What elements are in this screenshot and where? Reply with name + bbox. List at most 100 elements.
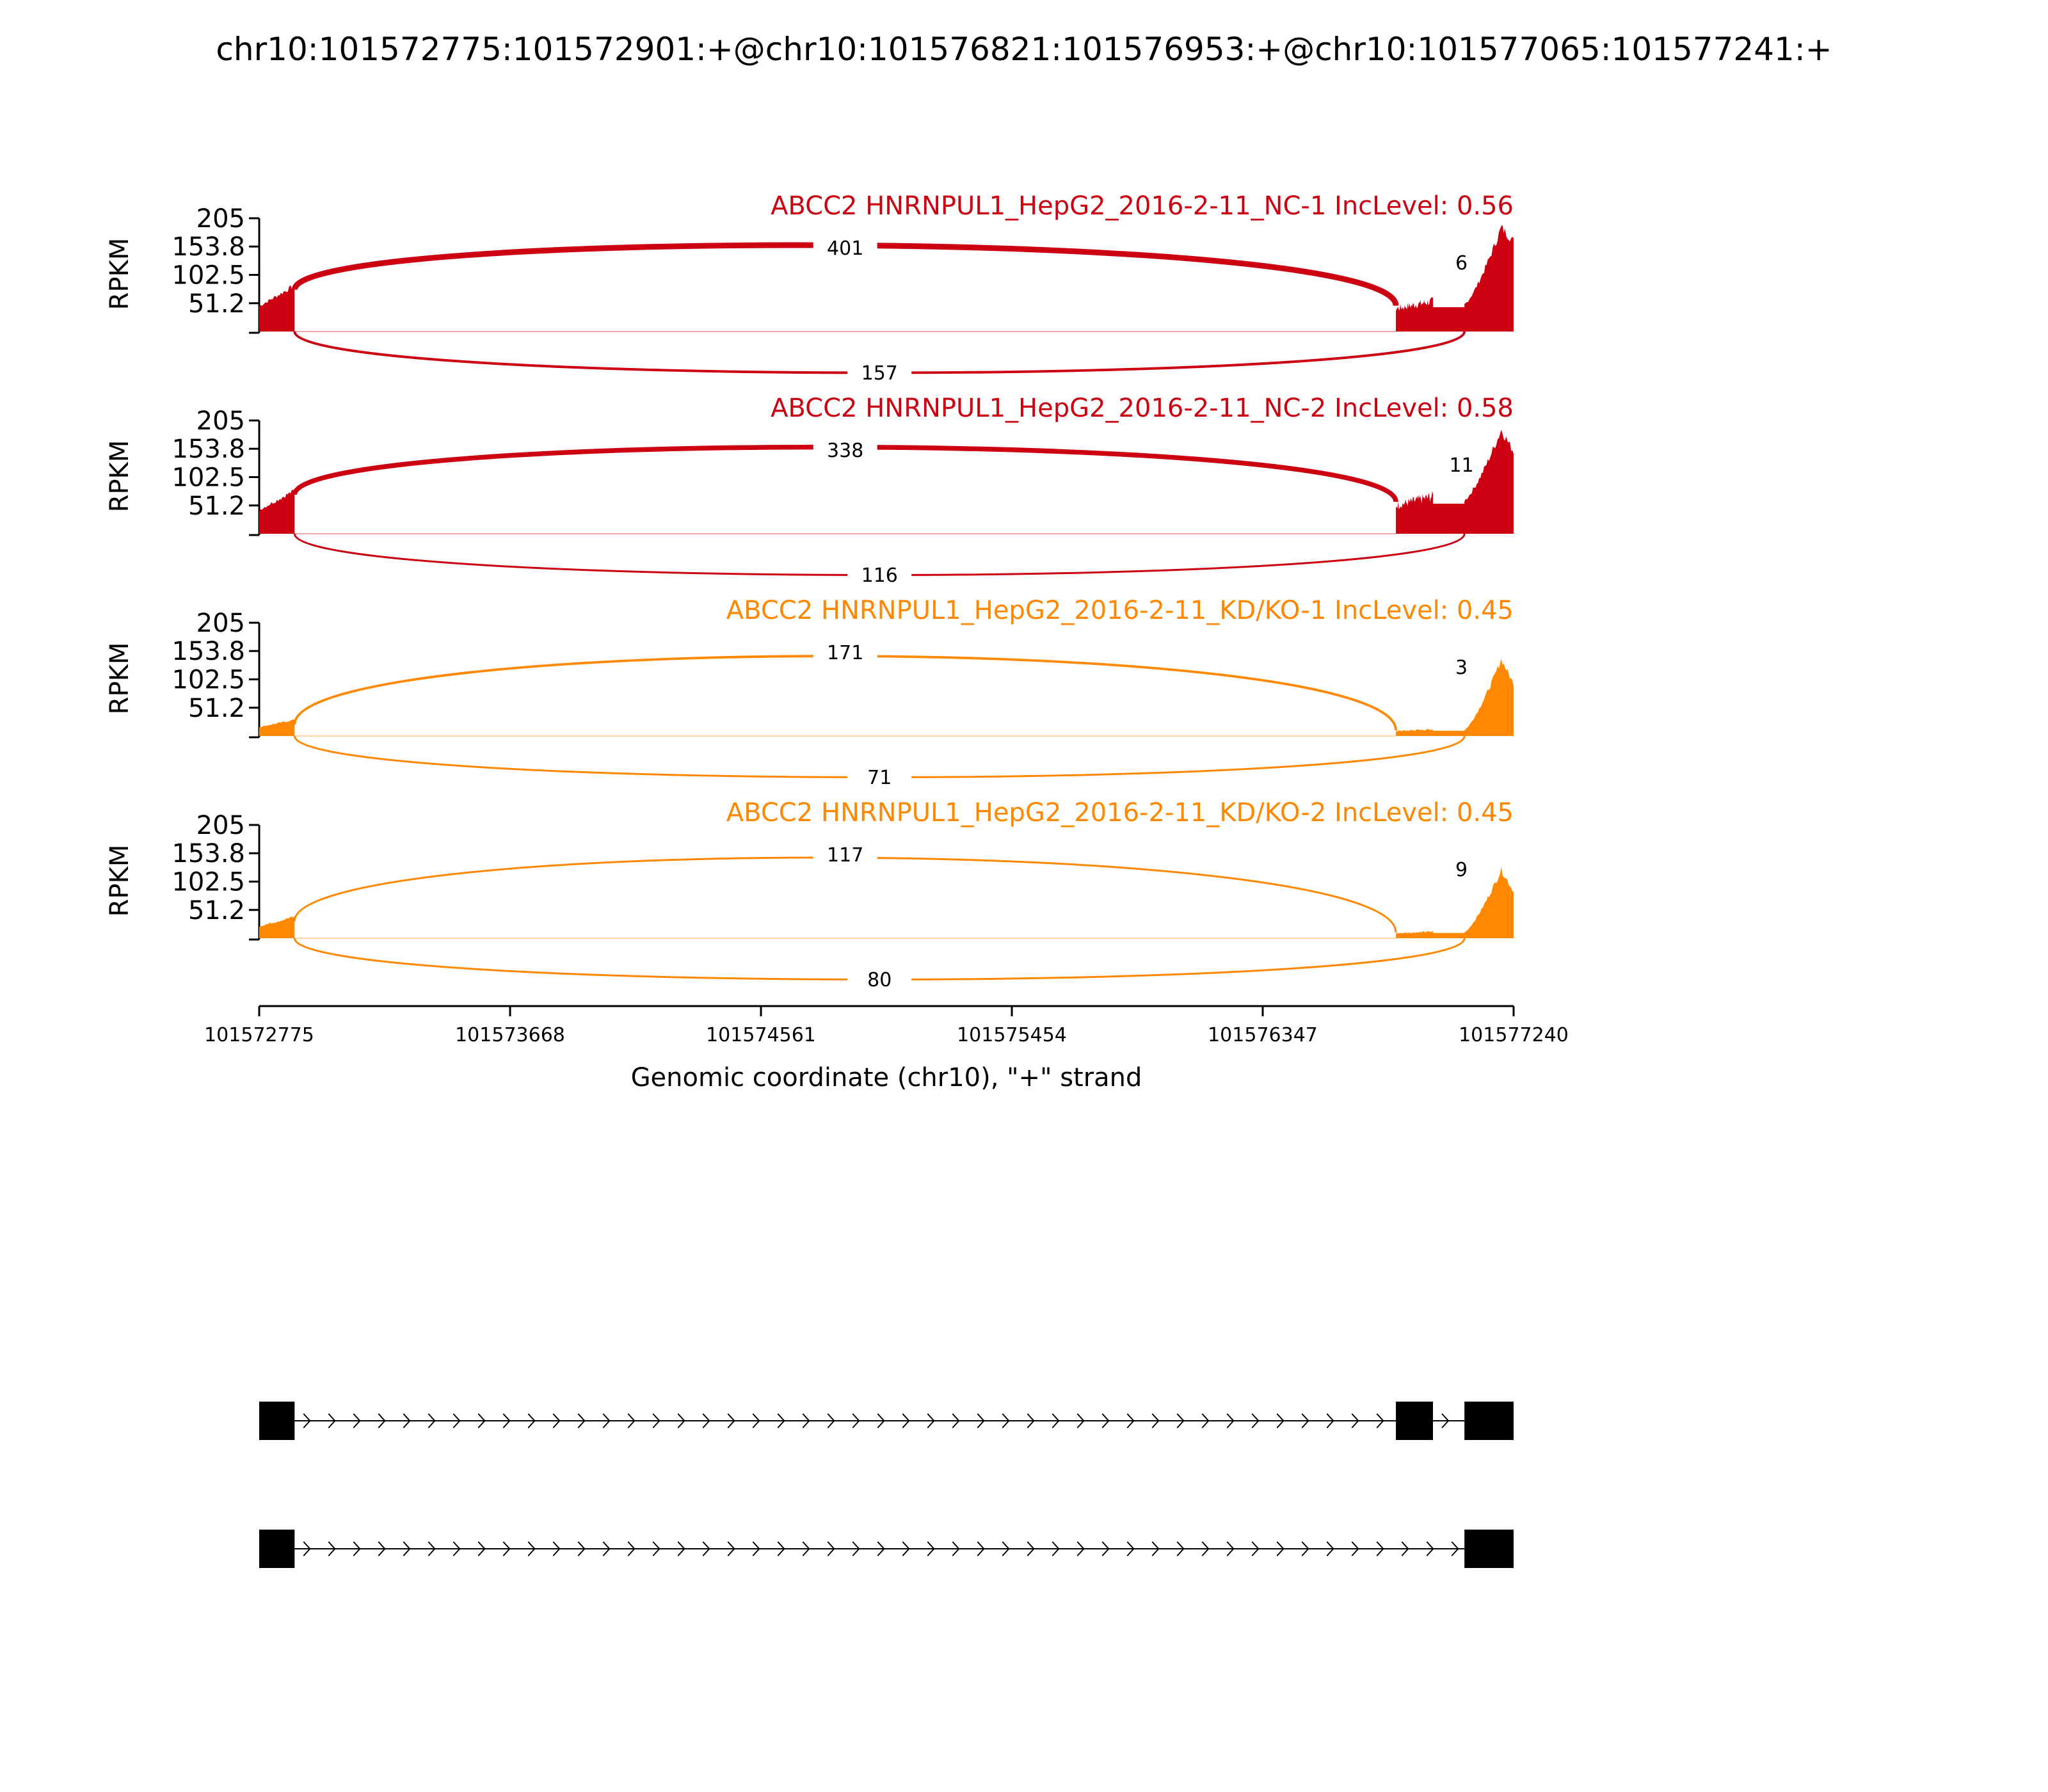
strand-arrow	[552, 1541, 561, 1556]
y-axis-label: RPKM	[105, 845, 134, 917]
intron-coverage	[294, 938, 1396, 939]
isoform-tracks	[259, 1402, 1514, 1568]
strand-arrow	[1126, 1413, 1135, 1428]
strand-arrow	[852, 1413, 860, 1428]
downstream-junction-count: 11	[1450, 454, 1474, 477]
junction-label-background	[847, 564, 912, 586]
y-tick-label: 102.5	[172, 463, 245, 493]
strand-arrow	[802, 1413, 810, 1428]
strand-arrow	[403, 1541, 411, 1556]
strand-arrow	[1376, 1541, 1384, 1556]
y-axis-label: RPKM	[105, 238, 134, 310]
strand-arrow	[1276, 1413, 1284, 1428]
junction-label-background	[847, 767, 912, 788]
strand-arrow	[1027, 1413, 1035, 1428]
inclusion-junction-count: 338	[827, 440, 863, 462]
x-axis: 101572775 101573668 101574561 101575454 1015…	[204, 1005, 1569, 1046]
strand-arrow	[627, 1413, 636, 1428]
y-tick-label: 205	[196, 811, 245, 840]
junction-label-background	[813, 442, 877, 463]
isoform-exon	[259, 1530, 295, 1568]
exon1-coverage	[259, 490, 295, 534]
x-tick-label: 101575454	[957, 1024, 1067, 1046]
y-tick-label: 153.8	[172, 637, 245, 666]
strand-arrow	[1201, 1413, 1210, 1428]
strand-arrow	[927, 1413, 935, 1428]
strand-arrow	[527, 1413, 536, 1428]
strand-arrow	[977, 1413, 985, 1428]
inclusion-junction-count: 117	[827, 844, 863, 867]
strand-arrow	[328, 1413, 336, 1428]
junction-label-background	[847, 969, 912, 991]
exon2-exon3-coverage	[1396, 429, 1514, 534]
strand-arrow	[702, 1413, 710, 1428]
strand-arrow	[1076, 1413, 1085, 1428]
strand-arrow	[1441, 1413, 1450, 1428]
y-tick-label: 51.2	[188, 492, 245, 521]
strand-arrow	[777, 1541, 785, 1556]
y-tick-label: 102.5	[172, 868, 245, 897]
x-tick-label: 101572775	[204, 1024, 314, 1046]
sample-panels: ABCC2 HNRNPUL1_HepG2_2016-2-11_NC-1 IncL…	[105, 191, 1514, 991]
strand-arrow	[328, 1541, 336, 1556]
strand-arrow	[1376, 1413, 1384, 1428]
exon2-exon3-coverage	[1396, 658, 1514, 736]
strand-arrow	[452, 1541, 461, 1556]
strand-arrow	[378, 1541, 386, 1556]
downstream-junction-count: 6	[1455, 252, 1468, 275]
strand-arrow	[477, 1413, 486, 1428]
inclusion-junction-arc	[293, 856, 1397, 933]
junction-label-background	[813, 644, 877, 666]
strand-arrow	[1301, 1413, 1309, 1428]
skipping-junction-count: 71	[867, 767, 892, 789]
strand-arrow	[1301, 1541, 1309, 1556]
strand-arrow	[1201, 1541, 1210, 1556]
skipping-junction-count: 157	[861, 362, 898, 385]
strand-arrow	[403, 1413, 411, 1428]
strand-arrow	[752, 1413, 760, 1428]
x-tick-label: 101576347	[1208, 1024, 1318, 1046]
strand-arrow	[452, 1413, 461, 1428]
x-tick-label: 101577240	[1459, 1024, 1569, 1046]
strand-arrow	[702, 1541, 710, 1556]
y-tick-label: 153.8	[172, 839, 245, 868]
panel-title: ABCC2 HNRNPUL1_HepG2_2016-2-11_KD/KO-2 I…	[726, 798, 1514, 828]
strand-arrow	[1002, 1541, 1010, 1556]
strand-arrow	[577, 1541, 586, 1556]
strand-arrow	[502, 1541, 511, 1556]
strand-arrow	[1076, 1541, 1085, 1556]
strand-arrow	[652, 1413, 660, 1428]
isoform-exon	[1396, 1402, 1434, 1440]
isoform-exon	[1464, 1402, 1514, 1440]
panel-title: ABCC2 HNRNPUL1_HepG2_2016-2-11_NC-1 IncL…	[771, 191, 1514, 221]
strand-arrow	[1451, 1541, 1459, 1556]
strand-arrow	[752, 1541, 760, 1556]
strand-arrow	[1052, 1541, 1060, 1556]
strand-arrow	[428, 1541, 436, 1556]
strand-arrow	[1101, 1413, 1110, 1428]
skipping-junction-count: 80	[867, 969, 892, 991]
strand-arrow	[303, 1413, 311, 1428]
strand-arrow	[552, 1413, 561, 1428]
junction-label-background	[813, 846, 877, 868]
inclusion-junction-arc	[293, 655, 1397, 731]
inclusion-junction-count: 171	[827, 642, 863, 664]
strand-arrow	[378, 1413, 386, 1428]
strand-arrow	[1426, 1541, 1434, 1556]
strand-arrow	[477, 1541, 486, 1556]
y-tick-label: 102.5	[172, 666, 245, 695]
strand-arrow	[952, 1541, 960, 1556]
strand-arrow	[952, 1413, 960, 1428]
exon1-coverage	[259, 719, 295, 736]
strand-arrow	[577, 1413, 586, 1428]
strand-arrow	[1151, 1541, 1160, 1556]
sample-panel: ABCC2 HNRNPUL1_HepG2_2016-2-11_KD/KO-1 I…	[105, 596, 1514, 789]
exon1-coverage	[259, 916, 295, 938]
strand-arrow	[353, 1413, 361, 1428]
isoform-track	[259, 1530, 1514, 1568]
y-tick-label: 51.2	[188, 896, 245, 925]
isoform-exon	[1464, 1530, 1514, 1568]
strand-arrow	[1351, 1541, 1359, 1556]
sample-panel: ABCC2 HNRNPUL1_HepG2_2016-2-11_KD/KO-2 I…	[105, 798, 1514, 991]
